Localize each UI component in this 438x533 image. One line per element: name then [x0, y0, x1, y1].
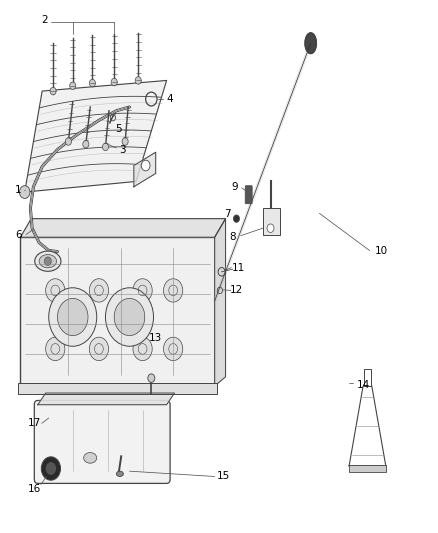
Bar [18, 383, 217, 394]
Circle shape [70, 82, 76, 90]
Text: 15: 15 [217, 472, 230, 481]
Text: 11: 11 [232, 263, 245, 272]
Ellipse shape [117, 471, 124, 477]
Text: 7: 7 [224, 209, 231, 220]
Text: 3: 3 [120, 144, 126, 155]
Circle shape [41, 457, 60, 480]
Circle shape [163, 337, 183, 361]
Circle shape [141, 160, 150, 171]
FancyBboxPatch shape [245, 185, 252, 204]
Text: 16: 16 [28, 484, 41, 494]
Text: 13: 13 [149, 333, 162, 343]
Text: 17: 17 [28, 418, 41, 429]
Circle shape [133, 337, 152, 361]
Circle shape [114, 298, 145, 336]
Circle shape [111, 78, 117, 86]
Circle shape [233, 215, 240, 222]
FancyBboxPatch shape [263, 208, 280, 235]
Circle shape [102, 143, 109, 151]
Text: 6: 6 [16, 230, 22, 240]
Circle shape [46, 337, 65, 361]
Circle shape [49, 288, 97, 346]
Bar [364, 369, 371, 386]
Circle shape [122, 138, 128, 146]
Ellipse shape [35, 251, 61, 271]
Text: 8: 8 [229, 232, 235, 243]
Circle shape [89, 279, 109, 302]
Circle shape [89, 337, 109, 361]
FancyBboxPatch shape [20, 237, 215, 386]
Circle shape [163, 279, 183, 302]
Text: 1: 1 [15, 185, 21, 196]
Circle shape [50, 87, 56, 95]
Circle shape [46, 462, 56, 475]
Circle shape [106, 288, 153, 346]
Text: 9: 9 [231, 182, 237, 192]
Circle shape [57, 298, 88, 336]
Polygon shape [349, 386, 386, 466]
Circle shape [19, 185, 30, 198]
Circle shape [267, 224, 274, 232]
Polygon shape [38, 393, 174, 405]
FancyBboxPatch shape [34, 400, 170, 483]
Polygon shape [215, 219, 226, 386]
Polygon shape [25, 80, 166, 192]
Text: 10: 10 [375, 246, 389, 255]
Circle shape [133, 279, 152, 302]
Circle shape [89, 79, 95, 87]
Text: 2: 2 [41, 15, 48, 26]
Ellipse shape [84, 453, 97, 463]
Circle shape [46, 279, 65, 302]
Circle shape [135, 77, 141, 84]
Polygon shape [305, 33, 316, 54]
Text: 14: 14 [357, 379, 370, 390]
Text: 5: 5 [115, 124, 122, 134]
Text: 4: 4 [167, 94, 173, 104]
Text: 12: 12 [230, 286, 243, 295]
Ellipse shape [39, 255, 57, 268]
Circle shape [148, 374, 155, 382]
Bar [349, 465, 386, 472]
Circle shape [44, 257, 51, 265]
Polygon shape [20, 219, 226, 237]
Polygon shape [134, 152, 155, 187]
Circle shape [83, 141, 89, 148]
Circle shape [65, 138, 71, 146]
